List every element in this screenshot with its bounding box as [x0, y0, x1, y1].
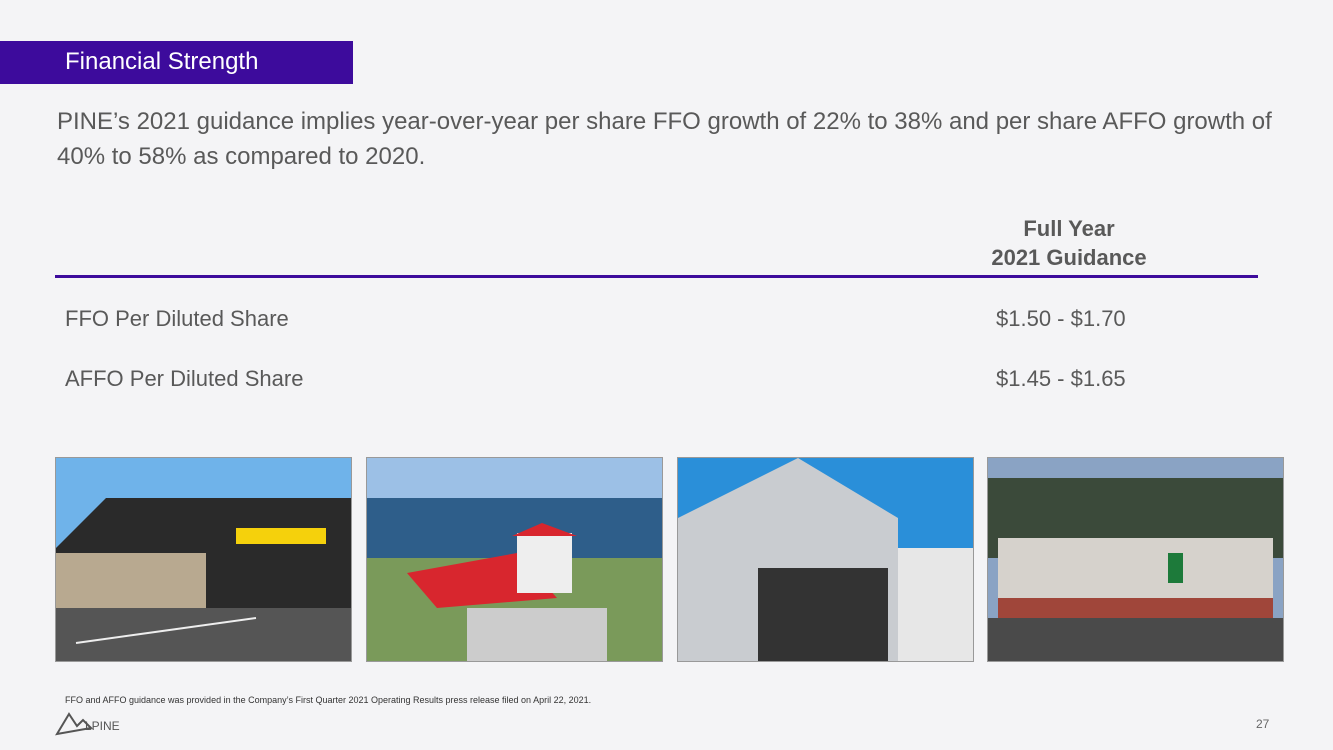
photo: [677, 457, 974, 662]
logo: LPINE: [55, 712, 120, 736]
headline: PINE’s 2021 guidance implies year-over-y…: [57, 108, 1272, 170]
header-rule: [55, 275, 1258, 278]
photo: [55, 457, 352, 662]
column-header: 2021 Guidance: [991, 245, 1147, 270]
photo: [987, 457, 1284, 662]
logo-text: LPINE: [85, 719, 120, 733]
row-value: $1.45 - $1.65: [996, 366, 1126, 391]
footnote: FFO and AFFO guidance was provided in th…: [65, 695, 592, 705]
page-number: 27: [1256, 717, 1270, 731]
slide-title: Financial Strength: [65, 48, 259, 75]
title-bar: [0, 41, 353, 84]
row-label: AFFO Per Diluted Share: [65, 366, 304, 391]
row-value: $1.50 - $1.70: [996, 306, 1126, 331]
photo: [366, 457, 663, 662]
row-label: FFO Per Diluted Share: [65, 306, 289, 331]
column-header: Full Year: [1023, 216, 1115, 241]
